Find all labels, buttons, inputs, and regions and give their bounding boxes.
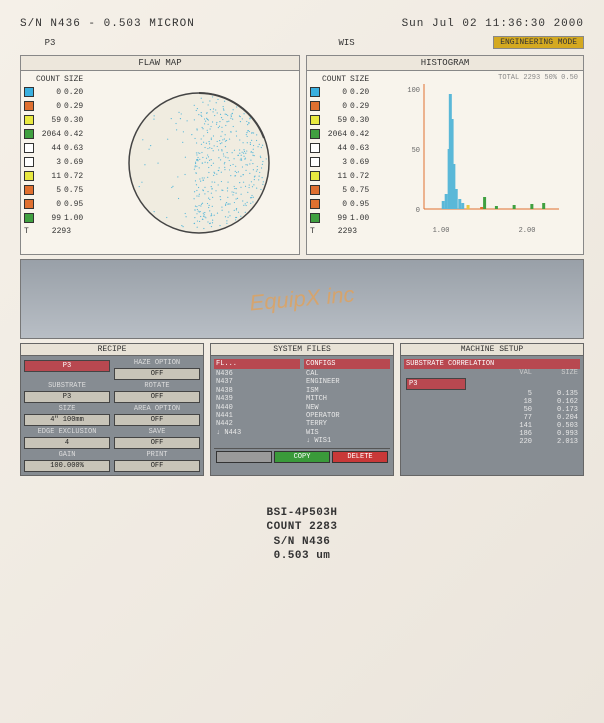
count-row: 991.00: [310, 211, 388, 225]
status-mid: WIS: [80, 38, 493, 48]
count-row: 110.72: [310, 169, 388, 183]
config-item[interactable]: ISM: [304, 387, 390, 395]
recipe-panel: RECIPE P3HAZE OPTIONOFFSUBSTRATEP3ROTATE…: [20, 343, 204, 476]
mid-strip: EquipX inc: [20, 259, 584, 339]
mach-row: 770.204: [404, 414, 580, 422]
mach-col-val: VAL: [466, 369, 538, 377]
sys-col1-head: FL...: [214, 359, 300, 369]
histogram-chart: 100 50 0: [388, 74, 580, 224]
count-row: 440.63: [24, 141, 102, 155]
count-row: 20640.42: [310, 127, 388, 141]
config-item[interactable]: MITCH: [304, 395, 390, 403]
count-row: 00.95: [24, 197, 102, 211]
recipe-cell[interactable]: P3: [24, 359, 110, 380]
recipe-cell[interactable]: GAIN100.000%: [24, 451, 110, 472]
svg-text:50: 50: [412, 147, 420, 155]
config-item[interactable]: ↓ WIS1: [304, 437, 390, 445]
file-item[interactable]: N440: [214, 404, 300, 412]
file-item[interactable]: N441: [214, 412, 300, 420]
file-item[interactable]: N437: [214, 378, 300, 386]
flaw-map-title: FLAW MAP: [21, 56, 299, 71]
count-row: 440.63: [310, 141, 388, 155]
count-row: 00.20: [310, 85, 388, 99]
summary-block: BSI-4P503H COUNT 2283 S/N N436 0.503 um: [20, 506, 584, 563]
svg-text:0: 0: [416, 207, 420, 215]
sys-blank-button[interactable]: [216, 451, 272, 463]
config-item[interactable]: CAL: [304, 370, 390, 378]
svg-text:100: 100: [407, 87, 420, 95]
file-item[interactable]: N436: [214, 370, 300, 378]
recipe-cell[interactable]: SAVEOFF: [114, 428, 200, 449]
file-item[interactable]: N438: [214, 387, 300, 395]
summary-l2: COUNT 2283: [20, 520, 584, 534]
mach-row: 180.162: [404, 398, 580, 406]
machine-setup-title: MACHINE SETUP: [401, 344, 583, 356]
recipe-cell[interactable]: PRINTOFF: [114, 451, 200, 472]
wafer-map: [124, 88, 274, 238]
count-row: 00.20: [24, 85, 102, 99]
mach-row: 1860.993: [404, 430, 580, 438]
serial-line: S/N N436 - 0.503 MICRON: [20, 18, 195, 30]
copy-button[interactable]: COPY: [274, 451, 330, 463]
machine-setup-panel: MACHINE SETUP SUBSTRATE CORRELATION VAL …: [400, 343, 584, 476]
count-row: 50.75: [310, 183, 388, 197]
count-row: 00.29: [24, 99, 102, 113]
config-item[interactable]: WIS: [304, 429, 390, 437]
recipe-cell[interactable]: AREA OPTIONOFF: [114, 405, 200, 426]
watermark: EquipX inc: [248, 281, 355, 316]
count-row: 991.00: [24, 211, 102, 225]
mach-head: SUBSTRATE CORRELATION: [406, 360, 578, 368]
count-row: 20640.42: [24, 127, 102, 141]
sys-col2-head: CONFIGS: [304, 359, 390, 369]
mach-col-size: SIZE: [538, 369, 578, 377]
engineering-mode-badge: ENGINEERING MODE: [493, 36, 584, 49]
config-item[interactable]: ENGINEER: [304, 378, 390, 386]
count-row: 00.29: [310, 99, 388, 113]
recipe-cell[interactable]: SUBSTRATEP3: [24, 382, 110, 403]
histogram-xaxis: 1.002.00: [388, 227, 580, 235]
count-row: 590.30: [310, 113, 388, 127]
histogram-panel: HISTOGRAM COUNTSIZE00.2000.29590.3020640…: [306, 55, 584, 255]
delete-button[interactable]: DELETE: [332, 451, 388, 463]
system-files-panel: SYSTEM FILES FL... N436N437N438N439N440N…: [210, 343, 394, 476]
mach-row: 2202.013: [404, 438, 580, 446]
summary-l1: BSI-4P503H: [20, 506, 584, 520]
histogram-title: HISTOGRAM: [307, 56, 583, 71]
recipe-cell[interactable]: ROTATEOFF: [114, 382, 200, 403]
status-left: P3: [20, 38, 80, 48]
histogram-meta: TOTAL 2293 50% 0.50: [498, 74, 578, 82]
recipe-cell[interactable]: EDGE EXCLUSION4: [24, 428, 110, 449]
count-row: 00.95: [310, 197, 388, 211]
count-row: 30.69: [24, 155, 102, 169]
count-size-table: COUNTSIZE00.2000.29590.3020640.42440.633…: [24, 74, 102, 251]
timestamp: Sun Jul 02 11:36:30 2000: [402, 18, 584, 30]
count-row: 110.72: [24, 169, 102, 183]
recipe-title: RECIPE: [21, 344, 203, 356]
mach-row: 50.135: [404, 390, 580, 398]
mach-current: P3: [406, 378, 466, 390]
count-size-table-2: COUNTSIZE00.2000.29590.3020640.42440.633…: [310, 74, 388, 251]
mach-row: 1410.503: [404, 422, 580, 430]
config-item[interactable]: OPERATOR: [304, 412, 390, 420]
count-row: 590.30: [24, 113, 102, 127]
system-files-title: SYSTEM FILES: [211, 344, 393, 356]
mach-row: 500.173: [404, 406, 580, 414]
flaw-map-panel: FLAW MAP COUNTSIZE00.2000.29590.3020640.…: [20, 55, 300, 255]
config-item[interactable]: TERRY: [304, 420, 390, 428]
file-item[interactable]: ↓ N443: [214, 429, 300, 437]
summary-l3: S/N N436: [20, 535, 584, 549]
count-row: 30.69: [310, 155, 388, 169]
file-item[interactable]: N442: [214, 420, 300, 428]
config-item[interactable]: NEW: [304, 404, 390, 412]
summary-l4: 0.503 um: [20, 549, 584, 563]
recipe-cell[interactable]: HAZE OPTIONOFF: [114, 359, 200, 380]
count-row: 50.75: [24, 183, 102, 197]
file-item[interactable]: N439: [214, 395, 300, 403]
recipe-cell[interactable]: SIZE4" 100mm: [24, 405, 110, 426]
